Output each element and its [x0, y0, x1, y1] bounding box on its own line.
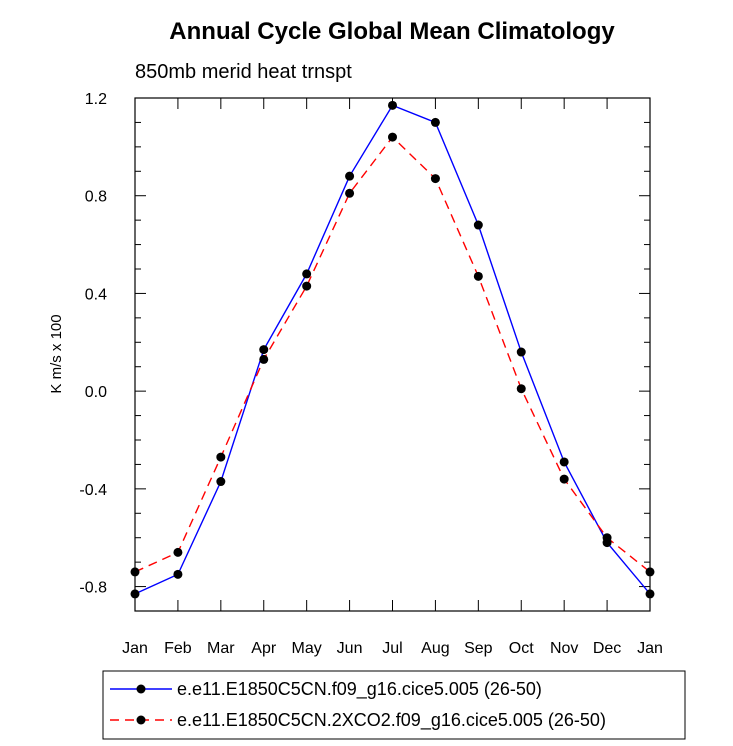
- labels-layer: Jan Feb Mar Apr May Jun Jul Aug Sep Oct Nov Dec Jan -…: [79, 91, 662, 657]
- series-layer: [130, 100, 655, 599]
- legend: e.e11.E1850C5CN.f09_g16.cice5.005 (26-50…: [102, 670, 686, 740]
- x-tick-label: Mar: [207, 640, 235, 657]
- series-1-point: [473, 271, 483, 281]
- series-line-1: [134, 136, 651, 573]
- series-1-point: [602, 533, 612, 543]
- x-tick-label: Jul: [382, 640, 402, 657]
- series-1-point: [216, 452, 226, 462]
- legend-label-1: e.e11.E1850C5CN.2XCO2.f09_g16.cice5.005 …: [177, 710, 606, 731]
- series-0-point: [345, 171, 355, 181]
- x-tick-label: May: [292, 640, 322, 657]
- x-tick-label: Oct: [509, 640, 534, 657]
- series-0-point: [216, 477, 226, 487]
- x-tick-label: Jun: [337, 640, 363, 657]
- x-tick-label: Jan: [637, 640, 663, 657]
- series-0-point: [473, 220, 483, 230]
- legend-label-0: e.e11.E1850C5CN.f09_g16.cice5.005 (26-50…: [177, 679, 542, 700]
- y-tick-label: 0.0: [85, 384, 107, 401]
- y-tick-label: -0.8: [79, 580, 107, 597]
- x-tick-label: Apr: [251, 640, 277, 657]
- series-0-point: [559, 457, 569, 467]
- series-0-point: [259, 345, 269, 355]
- x-tick-label: Sep: [464, 640, 493, 657]
- series-0-point: [516, 347, 526, 357]
- series-1-point: [302, 281, 312, 291]
- series-1-point: [516, 384, 526, 394]
- series-1-point: [388, 132, 397, 142]
- y-tick-label: 0.4: [85, 286, 107, 303]
- chart-subtitle: 850mb merid heat trnspt: [135, 61, 352, 83]
- x-tick-label: Nov: [550, 640, 578, 657]
- legend-marker-1: [136, 715, 146, 725]
- legend-marker-0: [136, 684, 146, 694]
- x-tick-label: Jan: [122, 640, 148, 657]
- y-tick-label: 1.2: [85, 91, 107, 108]
- series-1-point: [430, 174, 440, 184]
- legend-box: [102, 670, 686, 740]
- series-1-point: [345, 188, 355, 198]
- series-line-0: [134, 104, 651, 595]
- chart-title: Annual Cycle Global Mean Climatology: [169, 18, 615, 45]
- series-0-point: [173, 569, 183, 579]
- series-1-point: [173, 547, 183, 557]
- x-tick-label: Aug: [421, 640, 449, 657]
- y-axis-label: K m/s x 100: [48, 314, 65, 393]
- series-0-point: [430, 117, 440, 127]
- series-0-point: [388, 100, 397, 110]
- x-tick-label: Feb: [164, 640, 192, 657]
- y-tick-label: 0.8: [85, 189, 107, 206]
- series-0-point: [302, 269, 312, 279]
- ticks-layer: [134, 97, 651, 612]
- y-tick-label: -0.4: [79, 482, 107, 499]
- series-1-point: [559, 474, 569, 484]
- plot-frame: [134, 97, 651, 612]
- series-1-point: [259, 354, 269, 364]
- x-tick-label: Dec: [593, 640, 621, 657]
